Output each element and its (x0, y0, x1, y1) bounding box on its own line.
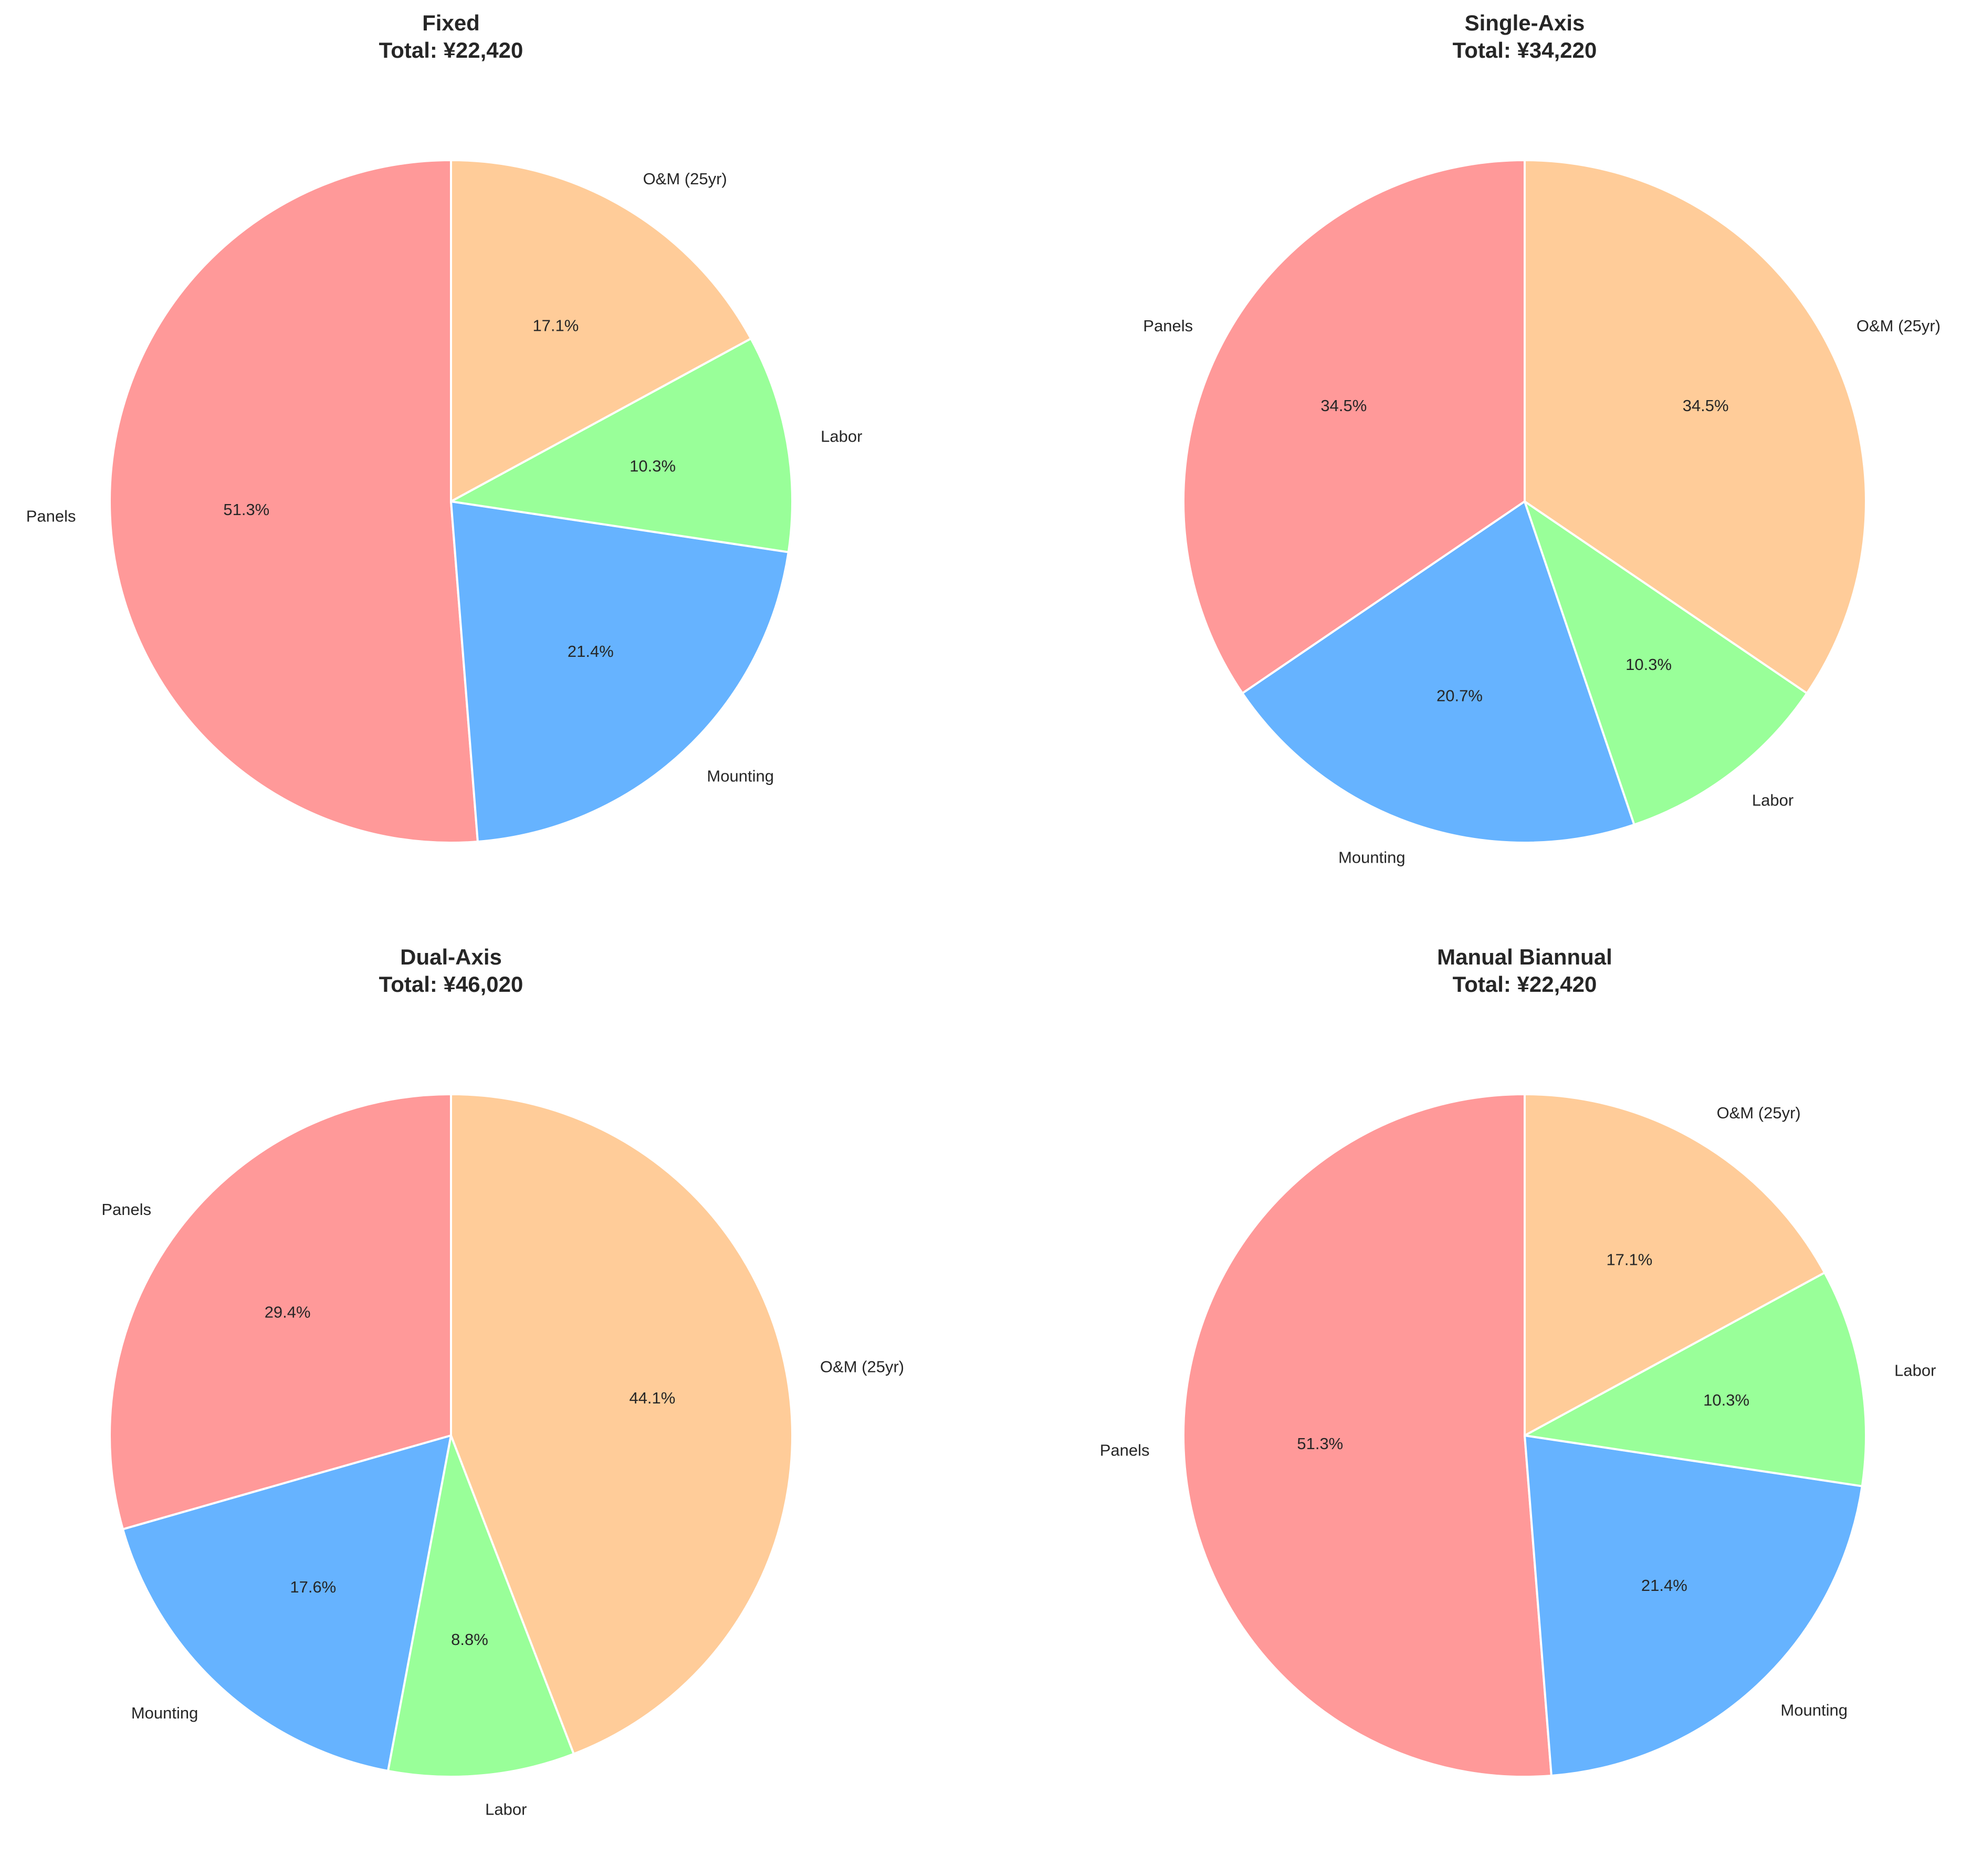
slice-percent-label: 10.3% (630, 457, 676, 475)
pie-slice-mounting (1524, 1434, 1863, 1777)
slice-label: O&M (25yr) (820, 1358, 904, 1376)
pie-subtitle: Total: ¥34,220 (1453, 38, 1597, 62)
slice-percent-label: 51.3% (223, 500, 269, 519)
pie-title: Dual-Axis (400, 945, 502, 969)
slice-label: Labor (485, 1800, 527, 1819)
slice-label: O&M (25yr) (1856, 317, 1940, 335)
slice-label: Labor (1752, 791, 1793, 810)
slice-percent-label: 21.4% (1641, 1576, 1687, 1595)
pie-slice-labor (1524, 500, 1808, 826)
slice-percent-label: 17.1% (532, 316, 579, 334)
pie-slice-panels (1182, 1093, 1553, 1778)
slice-label: Mounting (1338, 848, 1405, 866)
pie-subtitle: Total: ¥22,420 (379, 38, 523, 62)
pie-subtitle: Total: ¥46,020 (379, 972, 523, 997)
pie-slice-labor (1524, 1271, 1867, 1487)
slice-label: Panels (101, 1200, 151, 1219)
slice-percent-label: 10.3% (1703, 1391, 1749, 1409)
slice-label: Labor (821, 427, 862, 446)
pie-slice-o-m-25yr (1524, 1093, 1826, 1437)
pie-4: Manual Biannual Total: ¥22,420 Panels 51.3%… (1100, 945, 1936, 1778)
slice-percent-label: 10.3% (1625, 655, 1672, 674)
pie-3: Dual-Axis Total: ¥46,020 Panels 29.4% Mounti… (101, 945, 904, 1819)
pie-slice-panels (1182, 159, 1526, 695)
slice-percent-label: 51.3% (1297, 1434, 1343, 1453)
pie-slice-o-m-25yr (1524, 159, 1867, 695)
pie-2: Single-Axis Total: ¥34,220 Panels 34.5% Moun… (1143, 11, 1940, 866)
pie-title: Manual Biannual (1437, 945, 1612, 969)
pie-slice-mounting (450, 500, 790, 843)
slice-label: Panels (26, 507, 76, 526)
slice-label: Panels (1100, 1441, 1150, 1460)
slice-percent-label: 17.6% (290, 1578, 336, 1596)
slice-label: Mounting (707, 767, 774, 785)
pie-subtitle: Total: ¥22,420 (1453, 972, 1597, 997)
slice-percent-label: 8.8% (451, 1630, 488, 1649)
slice-percent-label: 17.1% (1606, 1250, 1652, 1269)
slice-percent-label: 34.5% (1320, 396, 1367, 415)
slice-label: Mounting (131, 1704, 198, 1722)
pie-title: Single-Axis (1465, 11, 1585, 35)
pie-slice-mounting (1241, 500, 1635, 844)
pie-title: Fixed (422, 11, 480, 35)
pie-slice-labor (450, 337, 793, 553)
slice-percent-label: 21.4% (568, 642, 614, 661)
slice-label: Panels (1143, 317, 1193, 335)
slice-percent-label: 29.4% (265, 1303, 311, 1322)
pie-slice-mounting (122, 1434, 452, 1772)
slice-label: Mounting (1780, 1701, 1848, 1720)
slice-label: Labor (1894, 1361, 1936, 1380)
pie-slice-panels (109, 1093, 452, 1531)
pie-slice-panels (109, 159, 479, 844)
slice-percent-label: 44.1% (629, 1389, 675, 1407)
slice-percent-label: 20.7% (1436, 686, 1483, 705)
slice-percent-label: 34.5% (1683, 396, 1729, 415)
pie-1: Fixed Total: ¥22,420 Panels 51.3% Mounting 21… (26, 11, 862, 844)
pie-slice-labor (387, 1434, 575, 1778)
pie-slice-o-m-25yr (450, 159, 752, 502)
slice-label: O&M (25yr) (1717, 1104, 1801, 1122)
slice-label: O&M (25yr) (643, 170, 727, 188)
pie-slice-o-m-25yr (450, 1093, 794, 1755)
